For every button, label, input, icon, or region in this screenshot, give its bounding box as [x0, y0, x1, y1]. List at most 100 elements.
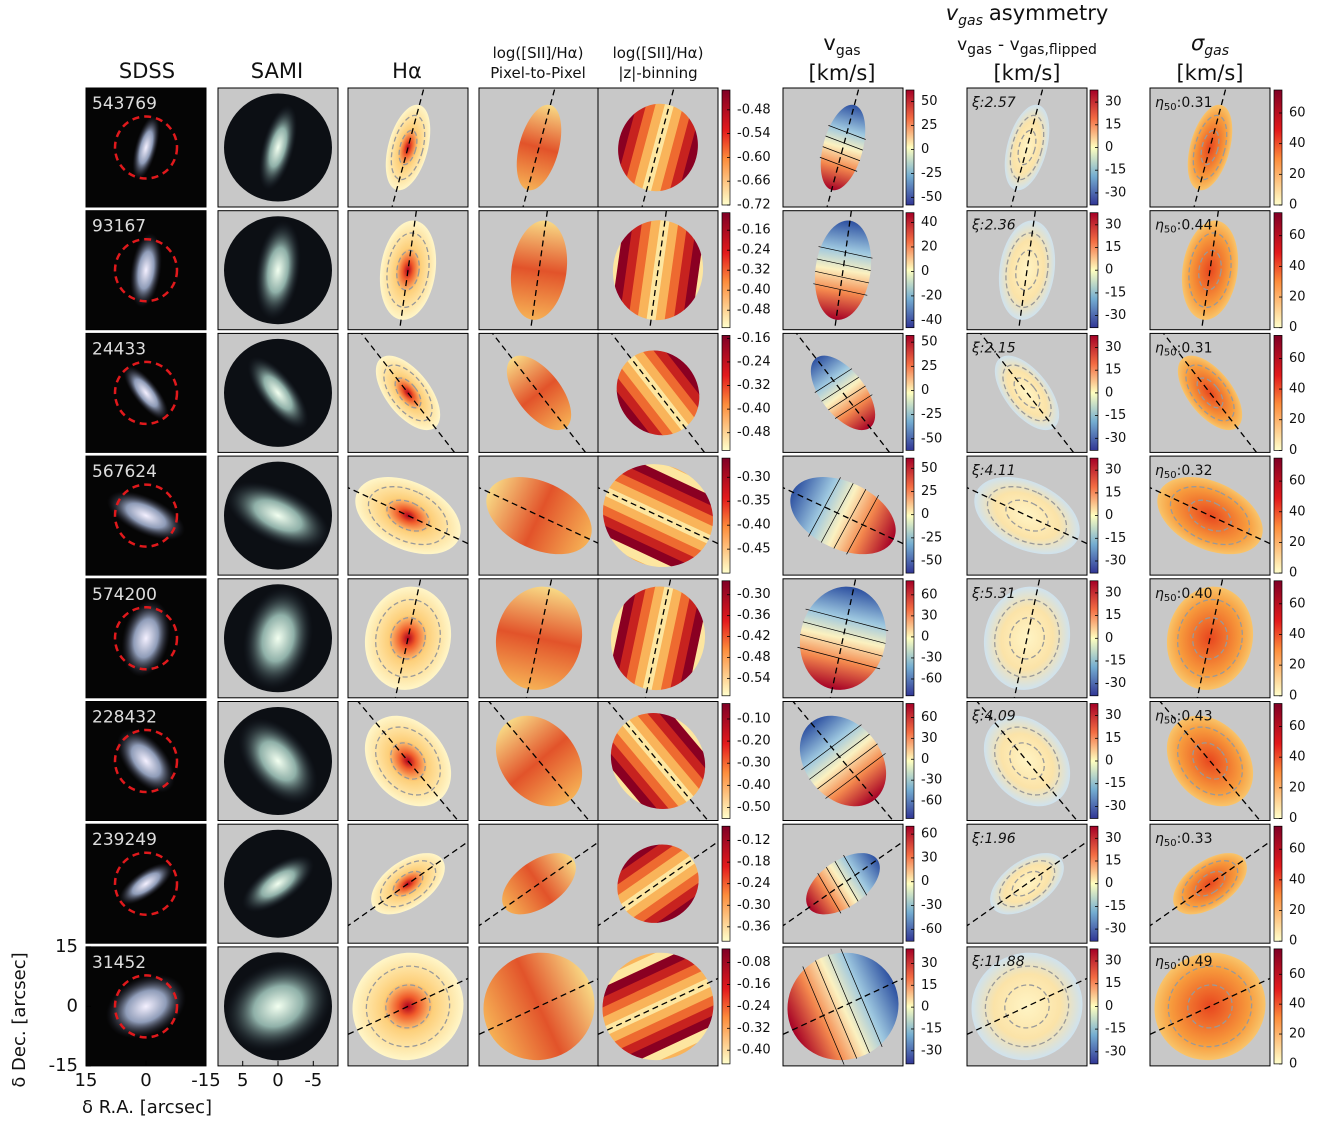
map-panel	[348, 472, 468, 559]
map-panel	[348, 333, 468, 453]
colorbar-tick-label: 15	[1105, 240, 1122, 255]
aperture	[113, 974, 179, 1039]
major-axis	[636, 578, 680, 698]
aperture	[113, 237, 179, 303]
sami-galaxy	[258, 104, 298, 191]
panel-frame	[782, 823, 904, 944]
colorbar	[1273, 948, 1283, 1065]
map-panel	[967, 333, 1087, 453]
colorbar-tick-label: 0	[921, 752, 929, 767]
sdss-galaxy	[117, 729, 175, 793]
sami-galaxy	[224, 961, 332, 1052]
colorbar-tick-label: 60	[1289, 719, 1306, 734]
sami-panel	[224, 829, 332, 938]
sami-panel	[224, 93, 332, 202]
colorbar	[721, 335, 731, 451]
panel-frame	[85, 578, 207, 699]
map-panel	[1150, 825, 1270, 942]
eta-label: η50:0.32	[1155, 463, 1213, 481]
colorbar-tick-label: -50	[921, 190, 942, 205]
isophote	[986, 486, 1068, 546]
sdss-galaxy	[119, 862, 173, 905]
isophote	[1192, 114, 1228, 181]
major-axis	[643, 210, 673, 330]
colorbar-tick-label: 0	[1289, 934, 1297, 949]
colorbar-tick-label: 0	[1289, 198, 1297, 213]
eta-symbol: η	[1155, 463, 1164, 479]
colorbar-tick-label: 50	[921, 94, 938, 109]
colorbar-tick-label: -15	[1105, 1022, 1126, 1037]
isophote	[998, 860, 1056, 908]
stripe	[649, 214, 685, 326]
stripe	[598, 513, 718, 576]
colorbar-tick-label: 40	[1289, 259, 1306, 274]
eta-symbol: η	[1155, 340, 1164, 356]
eta-value: :0.43	[1177, 709, 1213, 725]
stripe	[601, 828, 714, 910]
colorbar-tick-label: 0	[1105, 754, 1113, 769]
panel-frame	[217, 578, 339, 699]
panel-frame	[782, 946, 904, 1067]
colorbar-tick-label: -30	[1105, 431, 1126, 446]
colorbar-tick-label: 30	[921, 850, 938, 865]
colorbar-tick-label: -50	[921, 554, 942, 569]
colorbar-tick-label: -0.32	[737, 1021, 771, 1036]
isophote	[383, 364, 433, 422]
colorbar	[1273, 335, 1283, 451]
colorbar-tick-label: 60	[921, 587, 938, 602]
panel-frame	[782, 578, 904, 699]
colorbar-tick-label: -0.40	[737, 518, 771, 533]
colorbar	[905, 825, 915, 942]
colorbar-tick-label: 0	[921, 142, 929, 157]
colorbar-tick-label: 0	[1289, 320, 1297, 335]
header-sii-binning: log([SII]/Hα)	[613, 44, 704, 62]
colorbar-tick-label: -0.66	[737, 174, 771, 189]
panel-frame	[85, 87, 207, 208]
colorbar	[905, 335, 915, 451]
panel-frame	[1149, 332, 1271, 453]
map-panel	[783, 472, 903, 559]
isophote	[398, 129, 418, 166]
panel-frame	[1149, 946, 1271, 1067]
contour	[826, 867, 850, 908]
sdss-panel	[105, 974, 187, 1039]
sdss-galaxy	[132, 115, 160, 180]
colorbar-tick-label: -15	[1105, 776, 1126, 791]
colorbar	[721, 89, 731, 206]
panel-frame	[1149, 210, 1271, 331]
symbol: v	[946, 1, 959, 25]
stripe	[617, 578, 664, 698]
subscript: gas	[1204, 43, 1229, 59]
colorbar-tick-label: -0.32	[737, 378, 771, 393]
subscript: gas	[836, 43, 861, 59]
panel-frame	[1149, 823, 1271, 944]
map-panel	[783, 948, 903, 1065]
aperture	[113, 360, 179, 426]
panel-frame	[1149, 87, 1271, 208]
colorbar	[721, 457, 731, 574]
colorbar-tick-label: 0	[1105, 263, 1113, 278]
y-tick-label: 15	[55, 936, 78, 957]
major-axis	[1183, 88, 1237, 207]
stripe	[626, 578, 673, 698]
symbol: v	[1010, 35, 1020, 55]
contour	[822, 146, 861, 162]
isophote	[1013, 377, 1041, 409]
colorbar-tick-label: 40	[1289, 136, 1306, 151]
x-tick-label: 5	[237, 1070, 248, 1091]
colorbar-tick-label: 20	[1289, 780, 1306, 795]
stripe	[632, 214, 667, 326]
map-panel	[1181, 210, 1239, 330]
isophote	[1181, 860, 1239, 908]
major-axis	[1005, 578, 1049, 698]
colorbar-tick-label: 20	[1289, 412, 1306, 427]
colorbar-tick-label: -30	[921, 898, 942, 913]
panel-frame	[597, 701, 719, 821]
colorbar-tick-label: 15	[1105, 731, 1122, 746]
colorbar-tick-label: 25	[921, 118, 938, 133]
isophote	[1009, 616, 1045, 660]
colorbar-tick-label: -30	[1105, 185, 1126, 200]
colorbar-tick-label: -30	[921, 773, 942, 788]
colorbar	[1273, 89, 1283, 206]
colorbar-tick-label: 40	[1289, 504, 1306, 519]
